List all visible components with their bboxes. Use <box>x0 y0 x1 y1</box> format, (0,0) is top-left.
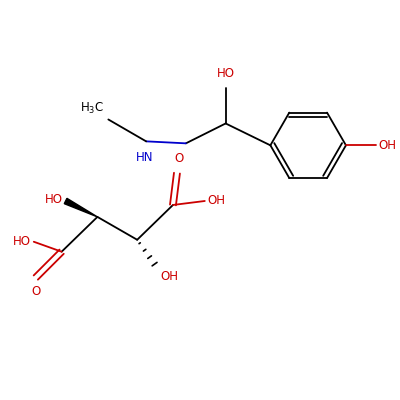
Text: H$_3$C: H$_3$C <box>80 100 104 116</box>
Text: HO: HO <box>13 235 31 248</box>
Text: HO: HO <box>217 67 235 80</box>
Text: OH: OH <box>160 270 178 282</box>
Text: O: O <box>174 152 184 165</box>
Text: O: O <box>31 286 40 298</box>
Polygon shape <box>64 198 98 217</box>
Text: OH: OH <box>379 139 397 152</box>
Text: HO: HO <box>45 192 63 206</box>
Text: OH: OH <box>208 194 226 208</box>
Text: HN: HN <box>135 151 153 164</box>
